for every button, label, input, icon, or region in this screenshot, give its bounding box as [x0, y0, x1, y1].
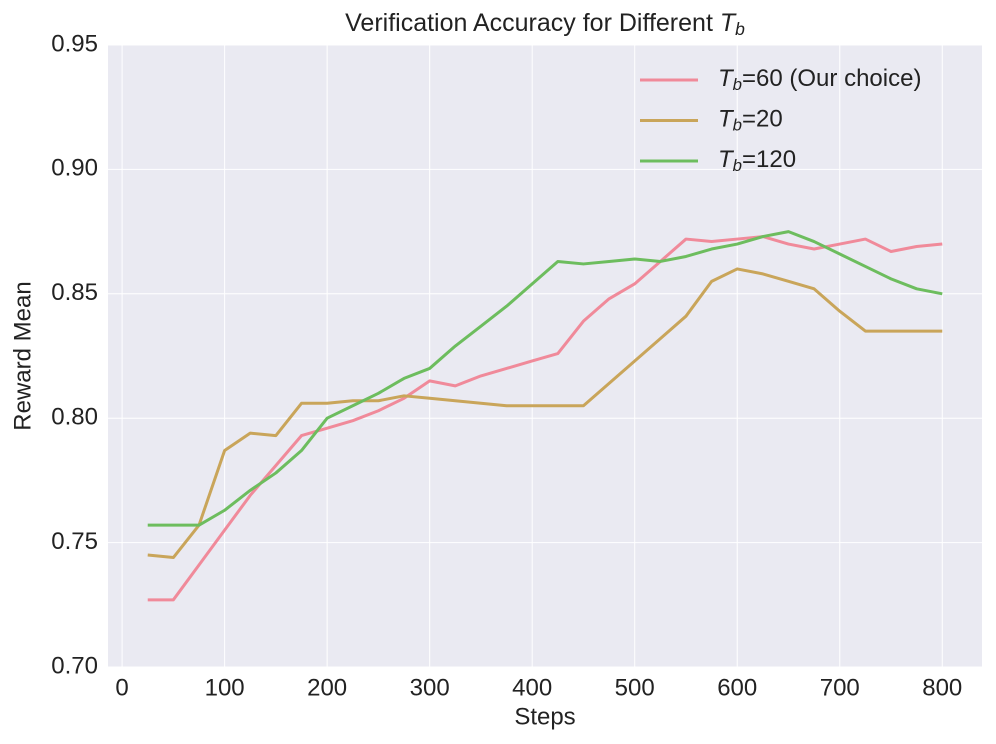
- chart-title: Verification Accuracy for Different Tb: [345, 9, 745, 39]
- y-axis-label: Reward Mean: [9, 281, 36, 430]
- data-line: [147, 267, 943, 560]
- y-tick-label: 0.80: [51, 404, 98, 431]
- y-tick-label: 0.70: [51, 652, 98, 679]
- x-tick-label: 500: [615, 674, 655, 701]
- data-line: [147, 230, 943, 527]
- y-tick-label: 0.90: [51, 155, 98, 182]
- x-tick-label: 0: [115, 674, 128, 701]
- y-tick-label: 0.75: [51, 528, 98, 555]
- x-tick-label: 300: [410, 674, 450, 701]
- x-tick-label: 400: [512, 674, 552, 701]
- x-tick-label: 600: [717, 674, 757, 701]
- legend-label: Tb=120: [718, 146, 796, 175]
- y-tick-label: 0.95: [51, 30, 98, 57]
- legend-label: Tb=20: [718, 106, 783, 135]
- x-tick-label: 100: [205, 674, 245, 701]
- x-axis-label: Steps: [514, 703, 575, 730]
- y-tick-label: 0.85: [51, 279, 98, 306]
- x-tick-label: 200: [307, 674, 347, 701]
- x-tick-label: 700: [820, 674, 860, 701]
- x-tick-label: 800: [922, 674, 962, 701]
- data-line: [147, 235, 943, 602]
- legend-label: Tb=60 (Our choice): [718, 65, 921, 94]
